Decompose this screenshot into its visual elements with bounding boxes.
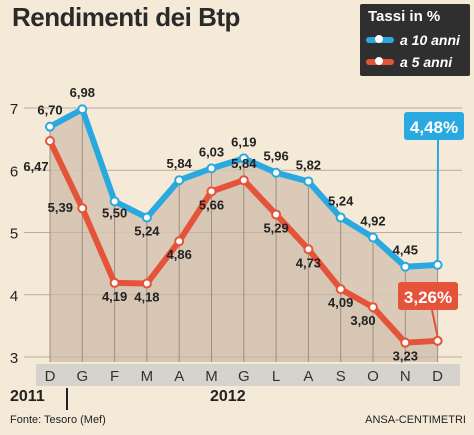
data-label-10y: 5,82	[296, 157, 321, 172]
x-tick-label: O	[367, 368, 379, 385]
callout-10y-text: 4,48%	[410, 118, 458, 137]
data-point-10y	[369, 233, 377, 241]
data-label-5y: 3,80	[350, 313, 375, 328]
data-label-5y: 5,39	[48, 200, 73, 215]
data-point-10y	[304, 177, 312, 185]
data-point-10y	[175, 176, 183, 184]
data-point-10y	[272, 169, 280, 177]
legend-label-5y: a 5 anni	[400, 54, 452, 70]
credit-note: ANSA-CENTIMETRI	[365, 414, 466, 426]
y-tick-label: 6	[10, 163, 18, 180]
x-tick-label: A	[174, 368, 184, 385]
data-label-10y: 4,92	[360, 213, 385, 228]
year-label-2012: 2012	[210, 388, 246, 406]
data-label-10y: 6,19	[231, 134, 256, 149]
data-point-10y	[46, 123, 54, 131]
data-label-10y: 5,50	[102, 205, 127, 220]
data-point-10y	[337, 214, 345, 222]
x-tick-label: N	[400, 368, 411, 385]
legend: Tassi in % a 10 anni a 5 anni	[360, 4, 470, 76]
data-point-5y	[78, 204, 86, 212]
y-tick-label: 5	[10, 226, 18, 243]
data-point-5y	[240, 176, 248, 184]
callout-5y-text: 3,26%	[404, 288, 452, 307]
x-tick-label: A	[303, 368, 313, 385]
data-point-10y	[434, 261, 442, 269]
y-tick-label: 3	[10, 350, 18, 367]
chart-title: Rendimenti dei Btp	[12, 2, 240, 33]
legend-swatch-5y	[366, 55, 394, 69]
data-point-5y	[111, 279, 119, 287]
x-tick-label: F	[110, 368, 119, 385]
data-label-5y: 4,09	[328, 295, 353, 310]
data-label-10y: 6,03	[199, 144, 224, 159]
data-label-5y: 4,19	[102, 289, 127, 304]
x-tick-label: S	[336, 368, 346, 385]
data-label-5y: 4,18	[134, 290, 159, 305]
legend-item-10y: a 10 anni	[366, 30, 466, 50]
data-label-10y: 6,98	[70, 85, 95, 100]
data-label-5y: 3,23	[393, 349, 418, 364]
data-point-5y	[175, 237, 183, 245]
data-label-5y: 5,29	[263, 220, 288, 235]
x-tick-label: D	[432, 368, 443, 385]
y-tick-label: 7	[10, 101, 18, 118]
data-point-10y	[78, 105, 86, 113]
data-point-5y	[143, 280, 151, 288]
data-point-5y	[369, 303, 377, 311]
legend-label-10y: a 10 anni	[400, 32, 460, 48]
x-tick-label: L	[272, 368, 280, 385]
data-label-10y: 5,24	[328, 194, 354, 209]
data-point-5y	[46, 137, 54, 145]
x-tick-label: G	[76, 368, 88, 385]
data-label-5y: 5,66	[199, 197, 224, 212]
data-point-5y	[337, 285, 345, 293]
x-tick-label: G	[238, 368, 250, 385]
data-label-10y: 5,84	[167, 156, 193, 171]
legend-title: Tassi in %	[368, 8, 440, 25]
data-point-10y	[208, 164, 216, 172]
x-tick-label: M	[141, 368, 154, 385]
data-label-10y: 6,70	[37, 103, 62, 118]
data-label-5y: 4,86	[167, 247, 192, 262]
x-tick-label: D	[45, 368, 56, 385]
data-label-5y: 5,84	[231, 156, 257, 171]
data-point-5y	[434, 337, 442, 345]
data-point-5y	[272, 210, 280, 218]
data-label-5y: 4,73	[296, 255, 321, 270]
data-label-10y: 5,96	[263, 149, 288, 164]
y-tick-label: 4	[10, 288, 18, 305]
data-point-5y	[401, 339, 409, 347]
data-point-10y	[143, 214, 151, 222]
legend-item-5y: a 5 anni	[366, 52, 466, 72]
year-label-2011: 2011	[10, 388, 45, 406]
x-tick-label: M	[205, 368, 218, 385]
data-point-10y	[111, 197, 119, 205]
legend-swatch-10y	[366, 33, 394, 47]
source-note: Fonte: Tesoro (Mef)	[10, 414, 106, 426]
data-point-5y	[208, 187, 216, 195]
data-label-5y: 6,47	[23, 159, 48, 174]
data-label-10y: 4,45	[393, 243, 418, 258]
data-label-10y: 5,24	[134, 224, 160, 239]
data-point-10y	[401, 263, 409, 271]
data-point-5y	[304, 245, 312, 253]
